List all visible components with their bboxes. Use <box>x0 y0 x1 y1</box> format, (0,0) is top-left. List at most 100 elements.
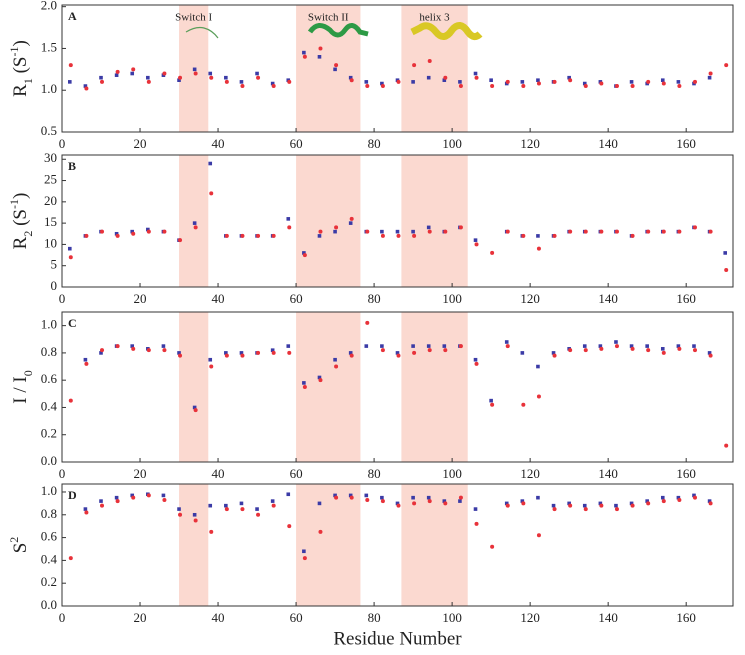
y-tick-label: 25 <box>44 172 57 187</box>
data-point <box>458 344 463 349</box>
data-point <box>192 512 197 517</box>
highlight-region <box>179 155 209 287</box>
data-point <box>131 346 136 351</box>
data-point <box>365 84 370 89</box>
x-tick-label: 120 <box>520 291 540 306</box>
data-point <box>490 250 495 255</box>
x-tick-label: 0 <box>59 610 66 625</box>
data-point <box>598 501 603 506</box>
data-point <box>412 233 417 238</box>
data-point <box>287 350 292 355</box>
data-point <box>333 357 337 362</box>
data-point <box>84 233 89 238</box>
y-tick-label: 5 <box>51 257 58 272</box>
data-point <box>520 499 525 503</box>
data-point <box>270 81 275 86</box>
x-tick-label: 0 <box>59 291 66 306</box>
y-axis-label-part: 2 <box>21 231 35 237</box>
data-point <box>442 78 447 82</box>
x-tick-label: 160 <box>676 291 696 306</box>
x-tick-label: 100 <box>442 291 462 306</box>
data-point <box>318 46 323 51</box>
data-point <box>270 499 275 503</box>
highlight-region <box>401 484 468 606</box>
data-point <box>692 225 697 230</box>
x-tick-label: 40 <box>212 610 225 625</box>
data-point <box>146 75 150 80</box>
data-point <box>318 529 323 534</box>
data-point <box>568 229 573 234</box>
data-point <box>161 493 166 498</box>
x-tick-label: 100 <box>442 466 462 481</box>
data-point <box>660 347 665 351</box>
data-point <box>240 233 245 238</box>
data-point <box>302 556 307 561</box>
data-point <box>536 364 540 369</box>
data-point <box>661 499 666 504</box>
y-axis-label-part: (S <box>10 209 31 231</box>
highlight-region <box>179 312 209 462</box>
data-point <box>677 84 682 89</box>
data-point <box>286 344 291 348</box>
data-point <box>161 344 166 348</box>
data-point <box>395 229 400 234</box>
x-tick-label: 160 <box>676 610 696 625</box>
data-point <box>426 225 431 230</box>
data-point <box>240 353 245 358</box>
data-point <box>707 351 712 355</box>
y-tick-label: 0.6 <box>41 529 58 544</box>
data-point <box>629 80 634 84</box>
data-point <box>458 80 462 84</box>
data-point <box>271 233 276 238</box>
data-point <box>504 501 509 506</box>
helix3-helix <box>410 22 483 41</box>
data-point <box>521 501 526 506</box>
x-tick-label: 20 <box>134 610 147 625</box>
highlight-region <box>179 484 209 606</box>
data-point <box>582 344 587 348</box>
data-point <box>505 79 510 84</box>
data-point <box>395 501 400 506</box>
data-point <box>317 375 322 380</box>
panel: 0 5 10 15 20 25 30 0 20 40 60 80 100 120 140 160 B R2 (S-… <box>7 150 734 306</box>
data-point <box>630 346 635 351</box>
data-point <box>162 348 167 353</box>
data-point <box>333 67 337 72</box>
data-point <box>692 493 696 498</box>
y-axis-label-part: 0 <box>21 370 35 376</box>
data-point <box>255 507 259 511</box>
data-point <box>317 501 322 506</box>
data-point <box>209 529 214 534</box>
data-point <box>474 361 479 366</box>
data-point <box>551 503 556 508</box>
data-point <box>256 233 261 238</box>
data-point <box>208 71 213 76</box>
data-point <box>83 84 88 88</box>
data-point <box>224 503 228 508</box>
data-point <box>630 233 635 238</box>
y-tick-label: 1.5 <box>41 39 57 54</box>
data-point <box>426 495 431 500</box>
data-point <box>162 229 167 234</box>
x-tick-label: 100 <box>442 610 462 625</box>
data-point <box>348 75 353 80</box>
data-point <box>568 503 573 508</box>
data-point <box>162 71 167 76</box>
data-point <box>255 71 259 76</box>
data-point <box>256 350 261 355</box>
data-point <box>192 67 197 72</box>
panel-label: A <box>68 9 77 23</box>
data-point <box>193 408 198 413</box>
data-point <box>724 443 729 448</box>
data-point <box>567 501 571 506</box>
data-point <box>521 84 526 89</box>
data-point <box>349 495 354 500</box>
panel-label: C <box>68 316 77 330</box>
data-point <box>536 81 541 86</box>
data-point <box>708 353 713 358</box>
y-axis-label: R2 (S-1) <box>7 193 35 250</box>
y-tick-label: 0.8 <box>41 344 57 359</box>
data-point <box>115 233 120 238</box>
data-point <box>473 238 478 242</box>
